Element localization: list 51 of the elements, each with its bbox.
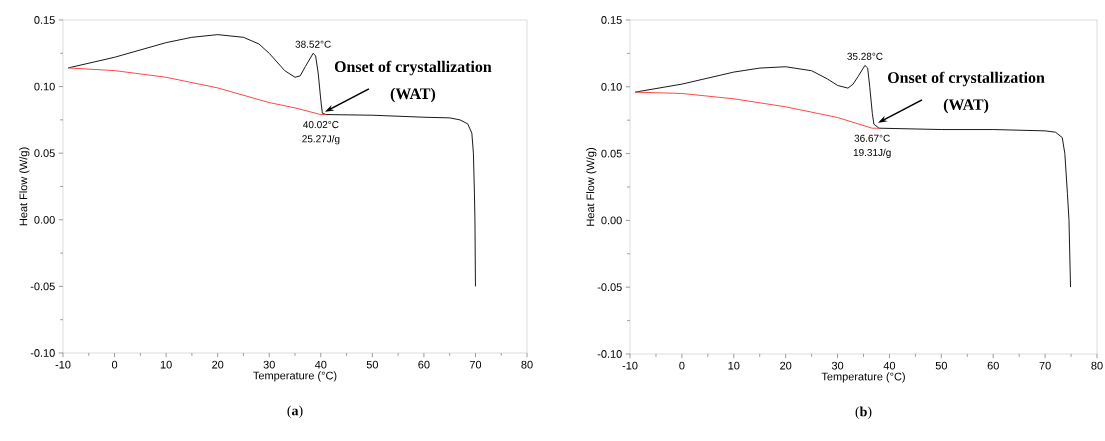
annotation: 19.31J/g (853, 148, 891, 158)
annotation: 25.27J/g (302, 135, 340, 145)
annotation: Onset of crystallization (888, 71, 1045, 87)
annotation: 38.52°C (295, 40, 331, 48)
line-series (634, 91, 880, 129)
x-tick-label: -10 (55, 360, 71, 369)
y-axis-title: Heat Flow (W/g) (586, 148, 597, 226)
x-tick-label: 30 (831, 361, 844, 370)
y-tick-label: 0.00 (601, 216, 622, 225)
y-tick-label: 0.00 (34, 215, 55, 224)
annotation: 35.28°C (847, 52, 883, 60)
x-axis-title: Temperature (°C) (821, 372, 905, 383)
line-series (634, 64, 1071, 288)
annotation: Onset of crystallization (334, 60, 492, 76)
x-axis-title: Temperature (°C) (253, 371, 337, 382)
y-tick-label: 0.10 (601, 82, 622, 91)
line-series (67, 67, 327, 116)
y-tick-label: 0.10 (34, 82, 55, 91)
annotation: 36.67°C (854, 134, 890, 142)
y-axis-title: Heat Flow (W/g) (19, 147, 30, 226)
x-tick-label: 10 (728, 361, 740, 370)
y-tick-label: -0.10 (30, 349, 55, 357)
x-tick-label: 80 (521, 360, 533, 369)
annotation: 40.02°C (303, 121, 339, 129)
y-tick-label: -0.05 (597, 283, 622, 292)
y-tick-label: 0.15 (34, 16, 55, 24)
x-tick-label: 0 (111, 360, 118, 369)
x-tick-label: 20 (780, 361, 792, 370)
x-tick-label: 40 (883, 361, 896, 370)
x-tick-label: 50 (935, 361, 947, 370)
annotation: (WAT) (390, 87, 436, 103)
y-tick-label: -0.05 (30, 282, 55, 291)
x-tick-label: 60 (418, 360, 430, 369)
text: (b) (855, 406, 872, 420)
y-tick-label: 0.15 (601, 16, 622, 24)
x-tick-label: 40 (314, 360, 327, 369)
text: (a) (287, 405, 303, 419)
y-tick-label: 0.05 (601, 149, 622, 158)
x-tick-label: 80 (1091, 361, 1103, 370)
annotation: (WAT) (943, 98, 989, 114)
x-tick-label: -10 (622, 361, 638, 370)
x-tick-label: 70 (1039, 361, 1051, 370)
x-tick-label: 50 (366, 360, 378, 369)
x-tick-label: 10 (160, 360, 172, 369)
x-tick-label: 70 (469, 360, 482, 369)
x-tick-label: 20 (212, 360, 224, 369)
y-tick-label: 0.05 (34, 149, 55, 158)
y-tick-label: -0.10 (597, 350, 622, 358)
x-tick-label: 0 (679, 361, 685, 370)
x-tick-label: 60 (987, 361, 999, 370)
x-tick-label: 30 (263, 360, 275, 369)
